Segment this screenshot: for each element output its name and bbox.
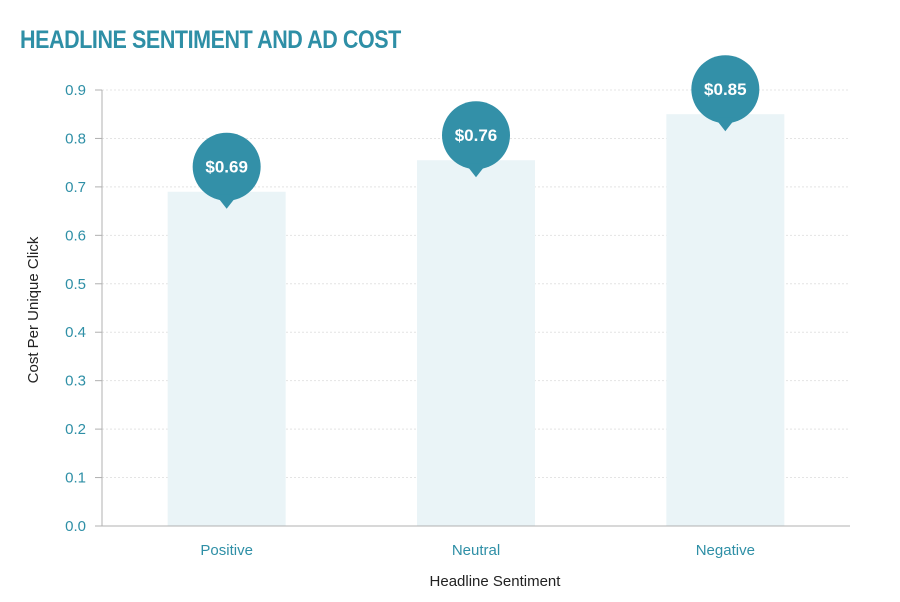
value-pin: $0.76 <box>442 101 510 178</box>
bars <box>167 114 785 526</box>
x-category-label: Neutral <box>452 542 500 559</box>
y-tick-label: 0.3 <box>65 373 86 390</box>
y-tick-label: 0.1 <box>65 470 86 487</box>
pin-circle <box>192 132 261 201</box>
x-category-label: Negative <box>696 542 755 559</box>
y-axis-title: Cost Per Unique Click <box>25 236 42 383</box>
axes: 0.0 0.1 0.2 0.3 0.4 0.5 0.6 0.7 0.8 0.9 Positive Ne… <box>65 82 850 559</box>
y-tick-label: 0.5 <box>65 276 86 293</box>
y-tick-label: 0.0 <box>65 518 86 535</box>
x-category-label: Positive <box>200 542 253 559</box>
y-tick-label: 0.8 <box>65 130 86 147</box>
bar-neutral <box>417 160 535 526</box>
chart-title: HEADLINE SENTIMENT AND AD COST <box>20 26 401 54</box>
pin-pointer <box>215 194 238 209</box>
data-label: $0.69 <box>205 158 248 177</box>
y-tick-label: 0.7 <box>65 179 86 196</box>
data-label: $0.76 <box>455 126 498 145</box>
y-tick-label: 0.4 <box>65 324 86 341</box>
y-tick-label: 0.2 <box>65 421 86 438</box>
value-pin: $0.85 <box>691 55 760 132</box>
data-label: $0.85 <box>704 80 747 99</box>
pin-circle <box>691 55 760 124</box>
y-tick-label: 0.9 <box>65 82 86 99</box>
data-labels: $0.69 $0.76 $0.85 <box>192 55 760 209</box>
pin-pointer <box>714 117 737 132</box>
bar-positive <box>167 191 286 526</box>
pin-pointer <box>465 163 487 178</box>
pin-circle <box>442 101 510 170</box>
x-axis-title: Headline Sentiment <box>430 573 562 590</box>
y-tick-label: 0.6 <box>65 227 86 244</box>
bar-negative <box>666 114 785 526</box>
value-pin: $0.69 <box>192 132 261 209</box>
